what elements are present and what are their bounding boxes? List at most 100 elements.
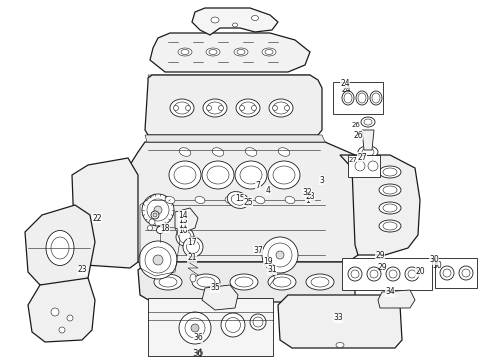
Ellipse shape	[153, 213, 157, 217]
Text: 37: 37	[253, 246, 263, 255]
Ellipse shape	[368, 161, 378, 171]
Ellipse shape	[240, 102, 256, 114]
Text: 27: 27	[349, 157, 358, 163]
Ellipse shape	[255, 197, 265, 204]
Ellipse shape	[209, 50, 217, 54]
Text: 15: 15	[235, 194, 245, 202]
Ellipse shape	[153, 255, 163, 265]
Ellipse shape	[59, 327, 65, 333]
Ellipse shape	[268, 243, 292, 267]
Ellipse shape	[273, 277, 291, 287]
Ellipse shape	[230, 274, 258, 290]
Text: 36: 36	[193, 349, 203, 358]
Polygon shape	[138, 262, 355, 302]
Ellipse shape	[367, 267, 381, 281]
Ellipse shape	[232, 23, 238, 27]
Ellipse shape	[190, 274, 196, 282]
Ellipse shape	[225, 197, 235, 204]
Ellipse shape	[67, 315, 73, 321]
Polygon shape	[362, 130, 374, 150]
Ellipse shape	[211, 17, 219, 23]
Ellipse shape	[51, 308, 59, 316]
Ellipse shape	[358, 93, 366, 103]
Ellipse shape	[348, 267, 362, 281]
Ellipse shape	[147, 199, 169, 221]
Bar	[333, 82, 383, 114]
Ellipse shape	[278, 148, 290, 156]
Text: 26: 26	[351, 122, 360, 128]
Text: 30: 30	[432, 261, 442, 270]
Ellipse shape	[262, 237, 298, 273]
Text: 35: 35	[210, 284, 220, 292]
Ellipse shape	[386, 267, 400, 281]
Text: 36: 36	[193, 333, 203, 342]
Ellipse shape	[379, 202, 401, 214]
Ellipse shape	[170, 99, 194, 117]
Text: 1: 1	[306, 195, 310, 204]
Ellipse shape	[383, 222, 397, 230]
Ellipse shape	[235, 161, 267, 189]
Ellipse shape	[154, 206, 162, 214]
Ellipse shape	[231, 195, 245, 205]
Ellipse shape	[234, 48, 248, 56]
Text: 26: 26	[353, 131, 363, 140]
Ellipse shape	[336, 342, 344, 347]
Ellipse shape	[159, 277, 177, 287]
Ellipse shape	[192, 274, 220, 290]
Ellipse shape	[206, 105, 212, 111]
Ellipse shape	[183, 237, 203, 257]
Ellipse shape	[149, 219, 155, 225]
Text: 25: 25	[243, 198, 253, 207]
Text: 3: 3	[319, 176, 324, 185]
Bar	[435, 258, 477, 288]
Ellipse shape	[139, 241, 177, 279]
Ellipse shape	[174, 102, 190, 114]
Ellipse shape	[405, 267, 419, 281]
Ellipse shape	[443, 269, 451, 277]
Ellipse shape	[379, 220, 401, 232]
Polygon shape	[25, 205, 95, 285]
Ellipse shape	[225, 318, 241, 333]
Ellipse shape	[165, 197, 175, 204]
Ellipse shape	[179, 148, 191, 156]
Polygon shape	[145, 135, 325, 142]
Ellipse shape	[176, 228, 194, 246]
Ellipse shape	[245, 148, 257, 156]
Ellipse shape	[383, 186, 397, 194]
Ellipse shape	[253, 317, 263, 327]
Ellipse shape	[355, 161, 365, 171]
Ellipse shape	[206, 48, 220, 56]
Text: 14: 14	[178, 211, 188, 220]
Ellipse shape	[207, 166, 229, 184]
Ellipse shape	[51, 237, 69, 259]
Ellipse shape	[285, 105, 290, 111]
Ellipse shape	[178, 48, 192, 56]
Bar	[348, 155, 380, 177]
Ellipse shape	[187, 240, 199, 253]
Ellipse shape	[358, 146, 378, 158]
Ellipse shape	[379, 184, 401, 196]
Polygon shape	[340, 155, 420, 255]
Polygon shape	[378, 290, 415, 308]
Ellipse shape	[240, 166, 262, 184]
Text: 24: 24	[340, 78, 350, 87]
Ellipse shape	[251, 105, 256, 111]
Text: 22: 22	[92, 213, 102, 222]
Text: 22: 22	[92, 213, 102, 222]
Ellipse shape	[342, 91, 354, 105]
Ellipse shape	[361, 117, 375, 127]
Text: 34: 34	[385, 288, 395, 297]
Text: 10: 10	[178, 225, 188, 234]
Ellipse shape	[265, 50, 273, 54]
Ellipse shape	[191, 324, 199, 332]
Ellipse shape	[202, 161, 234, 189]
Ellipse shape	[351, 270, 359, 278]
Ellipse shape	[235, 277, 253, 287]
Text: 23: 23	[77, 266, 87, 274]
Text: 18: 18	[160, 224, 170, 233]
Ellipse shape	[197, 351, 202, 356]
Text: 27: 27	[357, 153, 367, 162]
Ellipse shape	[250, 314, 266, 330]
Ellipse shape	[262, 48, 276, 56]
Ellipse shape	[227, 192, 249, 208]
